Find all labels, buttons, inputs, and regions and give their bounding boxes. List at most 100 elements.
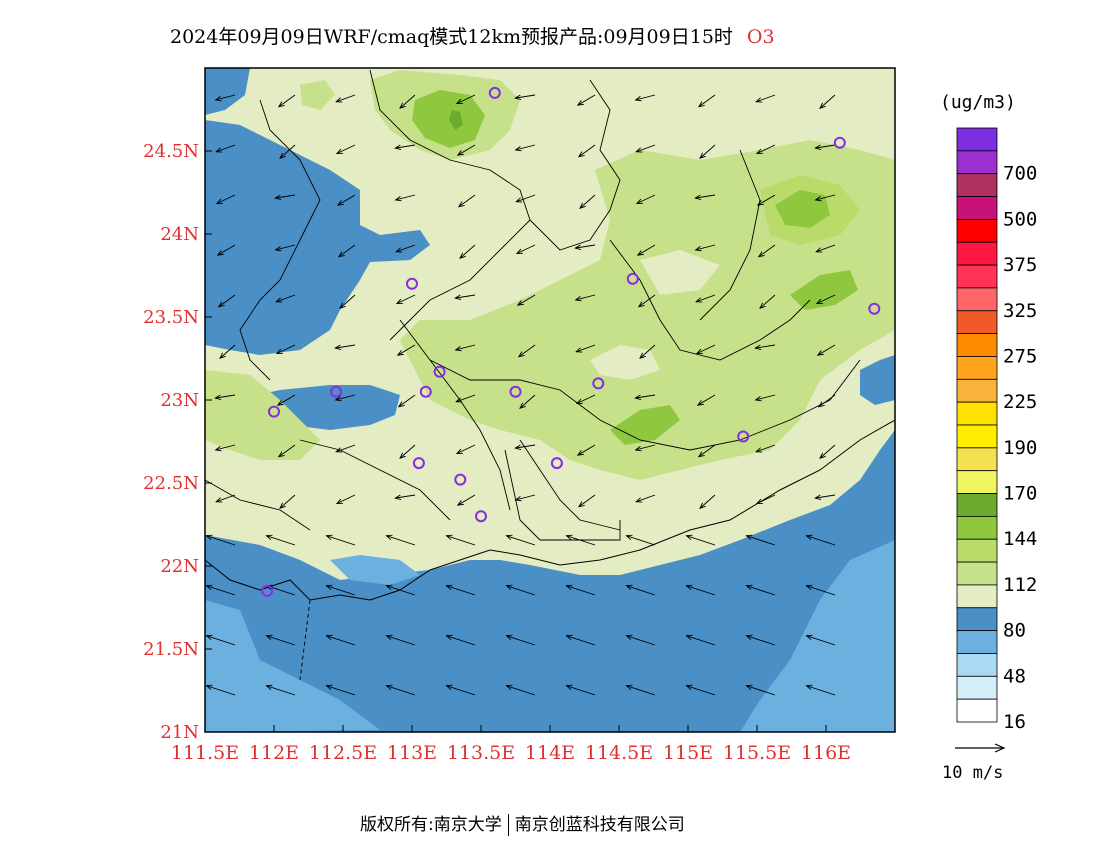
wind-arrowhead xyxy=(757,251,765,258)
wind-arrowhead xyxy=(385,584,393,590)
legend-label: 500 xyxy=(1003,208,1037,230)
wind-arrow xyxy=(326,585,356,596)
wind-arrowhead xyxy=(505,634,513,640)
lon-tick-label: 113.5E xyxy=(447,742,515,764)
lat-tick-label: 21.5N xyxy=(143,639,199,660)
wind-arrowhead xyxy=(695,348,703,355)
field-pale-island2 xyxy=(640,250,720,295)
wind-arrow xyxy=(206,635,236,646)
station-marker xyxy=(475,510,487,523)
wind-arrow xyxy=(566,635,596,646)
wind-arrowhead xyxy=(514,495,522,502)
wind-arrowhead xyxy=(505,584,513,590)
wind-arrow xyxy=(459,244,476,259)
wind-arrow xyxy=(818,394,836,408)
wind-arrow xyxy=(576,394,596,404)
wind-arrow xyxy=(398,394,416,408)
wind-arrowhead xyxy=(577,501,585,508)
wind-arrowhead xyxy=(277,101,285,108)
wind-arrow xyxy=(336,94,356,103)
wind-arrow xyxy=(575,294,596,301)
wind-arrowhead xyxy=(217,301,225,308)
wind-arrowhead xyxy=(205,534,213,540)
wind-arrow xyxy=(275,194,296,199)
legend-swatch xyxy=(956,515,998,540)
boundary-line xyxy=(429,359,861,451)
wind-arrow xyxy=(266,685,296,696)
station-marker xyxy=(833,136,846,149)
wind-arrow xyxy=(626,585,656,596)
wind-arrowhead xyxy=(514,444,522,451)
field-green-west xyxy=(205,370,320,460)
wind-arrow xyxy=(395,194,416,201)
wind-arrowhead xyxy=(325,534,333,540)
wind-arrowhead xyxy=(577,151,585,158)
wind-arrowhead xyxy=(215,497,223,503)
wind-arrowhead xyxy=(279,502,286,509)
title-main: 2024年09月09日WRF/cmaq模式12km预报产品:09月09日15时 xyxy=(170,26,733,48)
wind-arrowhead xyxy=(575,347,583,353)
field-west-blue xyxy=(205,120,430,355)
wind-arrowhead xyxy=(325,634,333,640)
wind-arrowhead xyxy=(337,251,345,258)
wind-arrow xyxy=(746,585,776,596)
wind-arrowhead xyxy=(385,684,393,690)
wind-arrow xyxy=(455,344,476,351)
lon-tick-label: 113E xyxy=(387,742,437,764)
wind-arrow xyxy=(578,494,596,508)
lat-tick-label: 24N xyxy=(160,224,199,245)
wind-arrow xyxy=(266,635,296,646)
station-marker xyxy=(261,584,274,597)
wind-arrowhead xyxy=(696,400,704,406)
wind-arrowhead xyxy=(805,684,813,690)
wind-arrowhead xyxy=(445,634,453,640)
wind-arrowhead xyxy=(274,194,282,201)
wind-arrow xyxy=(326,685,356,696)
legend-swatch xyxy=(956,561,998,586)
wind-reference: 10 m/s xyxy=(942,743,1006,783)
legend-swatch xyxy=(956,653,998,677)
wind-arrowhead xyxy=(754,395,762,402)
wind-arrowhead xyxy=(755,447,763,453)
wind-arrow xyxy=(576,344,596,353)
wind-arrow xyxy=(806,635,836,646)
wind-arrowhead xyxy=(755,498,763,505)
wind-arrowhead xyxy=(394,494,402,501)
wind-arrow xyxy=(696,344,716,354)
wind-arrowhead xyxy=(274,245,282,252)
wind-arrowhead xyxy=(745,534,753,540)
legend-label: 170 xyxy=(1003,483,1037,505)
wind-arrowhead xyxy=(334,395,342,402)
wind-arrow xyxy=(815,194,836,201)
wind-vectors xyxy=(205,94,836,696)
wind-arrow xyxy=(806,685,836,696)
lon-tick-label: 111.5E xyxy=(171,742,239,764)
wind-arrowhead xyxy=(625,684,633,690)
wind-arrowhead xyxy=(216,250,224,256)
station-marker xyxy=(268,405,280,418)
wind-arrow xyxy=(216,194,236,204)
wind-arrow xyxy=(395,494,416,499)
wind-arrowhead xyxy=(385,534,393,540)
wind-arrow xyxy=(518,344,536,358)
wind-arrow xyxy=(638,294,656,308)
wind-arrowhead xyxy=(697,451,705,458)
wind-arrowhead xyxy=(457,201,465,208)
wind-arrowhead xyxy=(214,95,222,102)
legend-label: 375 xyxy=(1003,254,1037,276)
boundary-line xyxy=(504,449,621,541)
wind-arrowhead xyxy=(814,195,822,202)
legend-swatch xyxy=(956,401,998,426)
wind-arrow xyxy=(635,444,656,451)
lon-tick-label: 115E xyxy=(663,742,713,764)
wind-arrowhead xyxy=(814,494,822,501)
wind-arrow xyxy=(275,244,296,251)
wind-arrowhead xyxy=(454,345,462,352)
wind-arrow xyxy=(278,94,296,108)
wind-arrow xyxy=(458,194,476,208)
wind-arrow xyxy=(506,685,536,696)
wind-arrow xyxy=(279,494,296,509)
wind-arrowhead xyxy=(639,352,646,359)
field-green-ne-core xyxy=(790,270,858,310)
wind-arrow xyxy=(218,294,236,308)
